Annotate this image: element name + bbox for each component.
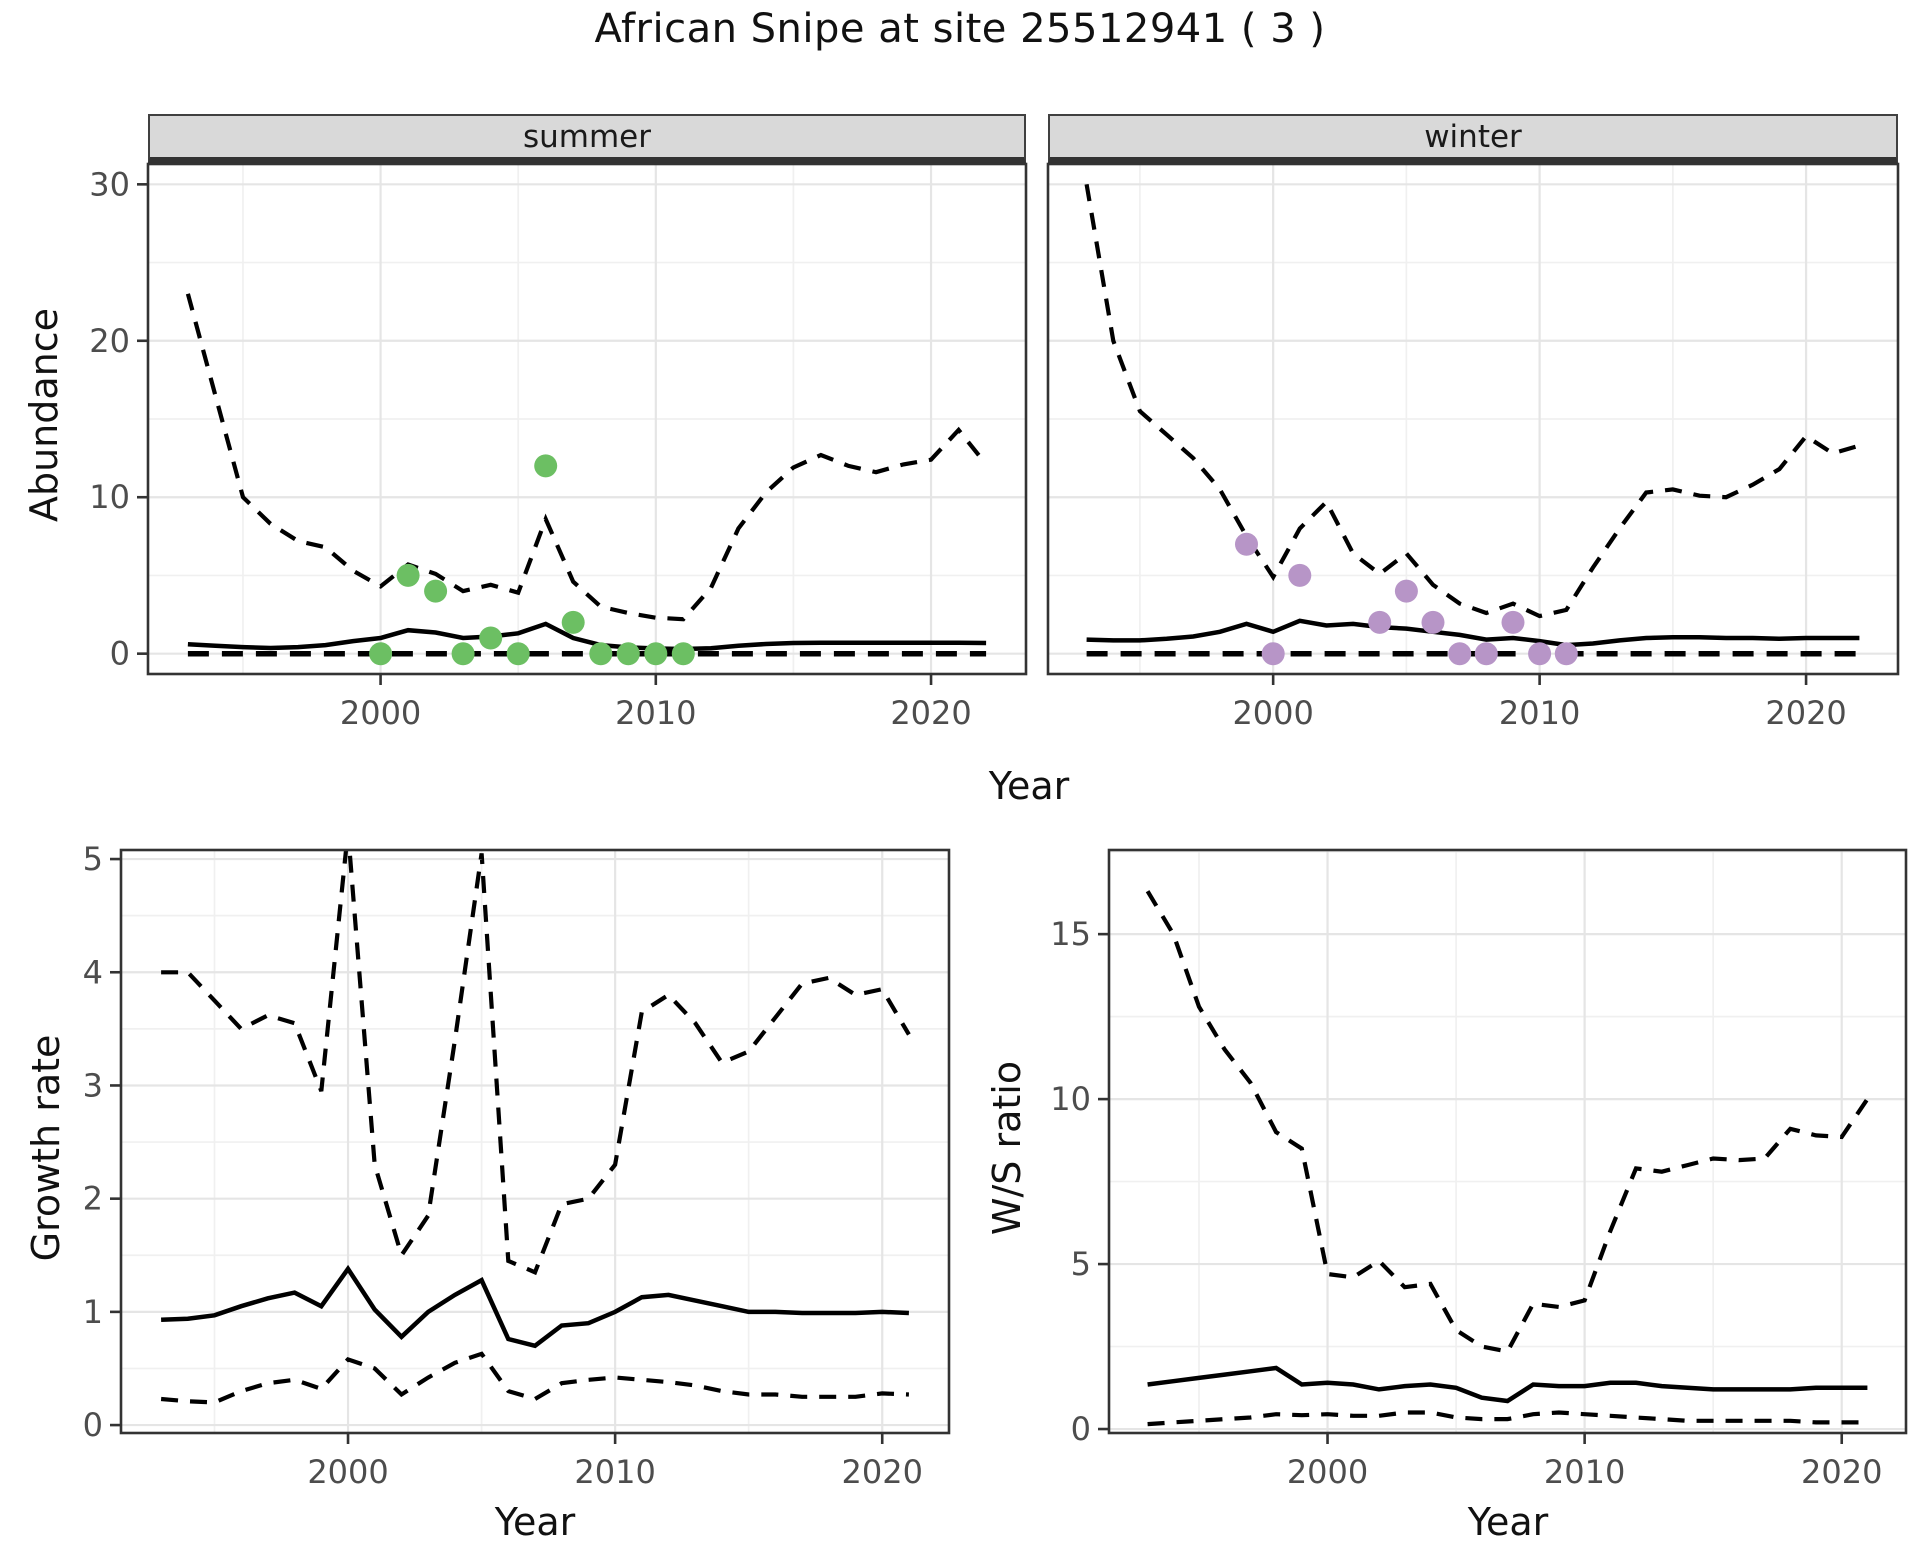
summer-observed-count-point: [451, 642, 475, 666]
summer-upper-ci-line: [185, 293, 988, 622]
summer-observed-count-point: [424, 579, 448, 603]
abundance-chart-svg: 2000 2010 2020 0 10 20 30 2000 2010 2020: [89, 162, 1900, 732]
growth-rate-y-tick-label: 0: [83, 1406, 103, 1444]
winter-x-tick-label: 2020: [1765, 694, 1846, 732]
winter-upper-ci-line: [1084, 183, 1860, 619]
growth-rate-panel-border: [119, 848, 951, 1435]
winter-observed-count-point: [1288, 563, 1312, 587]
ws-ratio-lower-ci-line: [1147, 1410, 1868, 1427]
ws-ratio-y-tick-label: 5: [1071, 1245, 1091, 1283]
growth-rate-y-tick-label: 1: [83, 1293, 103, 1331]
facet-strip-label-summer: summer: [522, 118, 651, 155]
winter-observed-count-point: [1528, 642, 1552, 666]
summer-observed-count-point: [369, 642, 393, 666]
growth-rate-fitted-trend-line: [161, 1264, 909, 1349]
summer-observed-count-point: [534, 454, 558, 478]
growth-rate-y-tick-label: 5: [83, 840, 103, 878]
growth-rate-y-tick-label: 3: [83, 1066, 103, 1104]
winter-observed-count-point: [1368, 610, 1392, 634]
summer-observed-count-point: [616, 642, 640, 666]
ws-ratio-chart-svg: 2000 2010 2020 0 5 10 15: [1050, 848, 1908, 1491]
growth-rate-y-tick-label: 4: [83, 953, 103, 991]
growth-rate-x-tick-label: 2020: [842, 1453, 923, 1491]
winter-fitted-trend-line: [1086, 618, 1860, 648]
winter-observed-count-point: [1421, 610, 1445, 634]
ws-ratio-upper-ci-line: [1145, 890, 1870, 1354]
facet-strip-label-winter: winter: [1424, 118, 1522, 155]
winter-observed-count-point: [1235, 532, 1258, 556]
ws-ratio-x-axis-title: Year: [1467, 1500, 1549, 1544]
ws-ratio-x-tick-label: 2000: [1287, 1453, 1368, 1491]
growth-rate-x-tick-label: 2010: [574, 1453, 655, 1491]
growth-rate-chart-svg: 2000 2010 2020 0 1 2 3 4 5: [83, 840, 951, 1491]
winter-observed-count-point: [1501, 610, 1525, 634]
winter-observed-count-point: [1261, 642, 1285, 666]
winter-observed-count-point: [1394, 579, 1418, 603]
winter-observed-count-point: [1474, 642, 1498, 666]
facet-strip-summer: summer: [148, 114, 1026, 164]
summer-y-tick-label: 0: [110, 635, 130, 673]
summer-y-tick-label: 10: [89, 478, 130, 516]
chart-title: African Snipe at site 25512941 ( 3 ): [594, 6, 1326, 52]
ws-ratio-panel-border: [1107, 848, 1908, 1435]
summer-observed-count-point: [479, 626, 503, 650]
summer-observed-count-point: [589, 642, 613, 666]
ws-ratio-x-tick-label: 2010: [1544, 1453, 1625, 1491]
abundance-x-axis-title: Year: [988, 764, 1070, 808]
ws-ratio-x-tick-label: 2020: [1801, 1453, 1882, 1491]
summer-y-tick-label: 30: [89, 165, 130, 203]
ws-ratio-y-tick-label: 0: [1071, 1410, 1091, 1448]
growth-rate-y-tick-label: 2: [83, 1180, 103, 1218]
growth-rate-lower-ci-line: [160, 1351, 909, 1405]
summer-x-tick-label: 2000: [340, 694, 421, 732]
summer-observed-count-point: [671, 642, 695, 666]
summer-x-tick-label: 2020: [890, 694, 971, 732]
ws-ratio-y-tick-label: 10: [1050, 1080, 1091, 1118]
summer-x-tick-label: 2010: [615, 694, 696, 732]
summer-observed-count-point: [506, 642, 530, 666]
summer-observed-count-point: [644, 642, 668, 666]
growth-rate-x-tick-label: 2000: [307, 1453, 388, 1491]
growth-rate-upper-ci-line: [161, 850, 911, 1276]
summer-fitted-trend-line: [187, 621, 987, 652]
winter-observed-count-point: [1554, 642, 1578, 666]
summer-observed-count-point: [561, 610, 585, 634]
winter-x-tick-label: 2000: [1232, 694, 1313, 732]
summer-panel-border: [146, 162, 1028, 676]
winter-x-tick-label: 2010: [1499, 694, 1580, 732]
summer-observed-count-point: [396, 563, 420, 587]
winter-panel-border: [1046, 162, 1900, 676]
ws-ratio-fitted-trend-line: [1147, 1365, 1868, 1404]
summer-y-tick-label: 20: [89, 322, 130, 360]
facet-strip-winter: winter: [1048, 114, 1898, 164]
growth-rate-x-axis-title: Year: [494, 1500, 576, 1544]
ws-ratio-y-tick-label: 15: [1050, 915, 1091, 953]
winter-observed-count-point: [1448, 642, 1472, 666]
ws-ratio-panel-background: [1109, 850, 1906, 1433]
